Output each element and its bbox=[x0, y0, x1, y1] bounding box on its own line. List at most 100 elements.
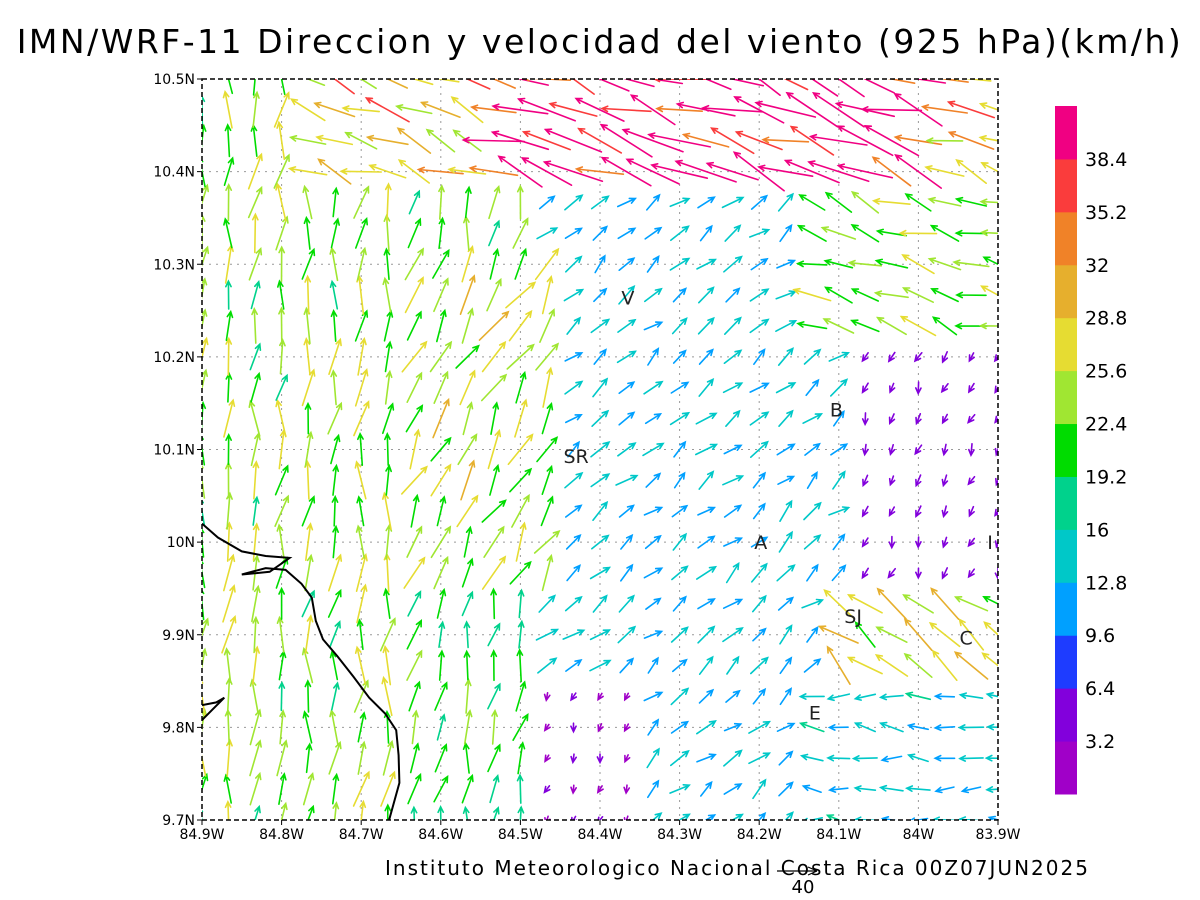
wind-arrow bbox=[696, 753, 717, 763]
lat-tick-label: 10.1N bbox=[153, 443, 195, 459]
wind-arrow bbox=[723, 349, 743, 364]
wind-arrow bbox=[618, 284, 636, 305]
wind-arrow bbox=[533, 529, 561, 554]
wind-arrow bbox=[407, 590, 422, 617]
wind-arrow bbox=[696, 258, 717, 270]
wind-arrow bbox=[438, 620, 446, 648]
wind-arrow bbox=[410, 493, 420, 528]
wind-arrow bbox=[967, 413, 976, 424]
wind-arrow bbox=[677, 813, 691, 820]
wind-arrow bbox=[332, 463, 340, 496]
wind-arrow bbox=[380, 770, 396, 807]
wind-arrow bbox=[384, 340, 393, 373]
wind-arrow bbox=[333, 79, 355, 95]
wind-arrow bbox=[565, 413, 583, 424]
colorbar-swatch bbox=[1055, 688, 1077, 742]
wind-arrow bbox=[861, 537, 869, 548]
wind-arrow bbox=[941, 567, 948, 580]
wind-arrow bbox=[570, 784, 577, 795]
wind-arrow bbox=[565, 533, 582, 550]
colorbar-label: 25.6 bbox=[1085, 361, 1127, 383]
reference-vector-head bbox=[807, 866, 818, 876]
colorbar-swatch bbox=[1055, 211, 1077, 266]
wind-arrow bbox=[646, 255, 660, 273]
wind-arrow bbox=[247, 185, 263, 219]
wind-arrow bbox=[623, 79, 655, 88]
wind-arrow bbox=[705, 161, 759, 181]
wind-arrow bbox=[777, 596, 795, 611]
wind-arrow bbox=[915, 505, 922, 519]
wind-arrow bbox=[590, 195, 610, 210]
wind-arrow bbox=[779, 499, 793, 522]
wind-arrow bbox=[355, 553, 368, 592]
wind-arrow bbox=[436, 587, 447, 619]
wind-arrow bbox=[589, 629, 612, 641]
wind-arrow bbox=[798, 194, 826, 211]
wind-arrow bbox=[543, 785, 551, 794]
wind-arrow bbox=[382, 739, 394, 776]
wind-arrow bbox=[671, 504, 689, 518]
wind-arrow bbox=[757, 164, 814, 177]
lon-tick-label: 84.5W bbox=[498, 827, 543, 843]
wind-arrow bbox=[543, 128, 603, 153]
wind-arrow bbox=[541, 464, 554, 495]
wind-arrow bbox=[464, 185, 472, 219]
wind-arrow bbox=[463, 649, 471, 681]
wind-arrow bbox=[673, 440, 687, 458]
wind-arrow bbox=[592, 225, 609, 241]
wind-arrow bbox=[221, 614, 237, 654]
wind-arrow bbox=[600, 105, 652, 113]
wind-arrow bbox=[979, 285, 998, 297]
wind-arrow bbox=[624, 754, 631, 764]
wind-arrow bbox=[958, 692, 984, 699]
wind-arrow bbox=[697, 598, 716, 610]
wind-arrow bbox=[278, 649, 287, 681]
wind-arrow bbox=[574, 97, 625, 122]
reference-vector: 40 bbox=[777, 866, 818, 898]
wind-arrow bbox=[643, 380, 664, 395]
wind-arrow bbox=[202, 336, 209, 361]
wind-arrow bbox=[940, 383, 949, 394]
wind-arrow bbox=[750, 257, 769, 271]
wind-arrow bbox=[862, 474, 869, 488]
wind-arrow bbox=[406, 619, 423, 650]
wind-arrow bbox=[775, 382, 797, 394]
wind-arrow bbox=[823, 589, 854, 619]
wind-arrow bbox=[275, 373, 288, 401]
wind-arrow bbox=[516, 184, 524, 220]
wind-arrow bbox=[302, 710, 313, 744]
colorbar-swatch bbox=[1055, 529, 1077, 583]
wind-arrow bbox=[616, 350, 637, 364]
wind-arrow bbox=[723, 255, 743, 273]
wind-arrow bbox=[803, 534, 822, 550]
wind-arrow bbox=[827, 786, 849, 793]
wind-arrow bbox=[493, 806, 500, 820]
wind-arrow bbox=[432, 397, 450, 439]
wind-arrow bbox=[406, 649, 423, 681]
wind-arrow bbox=[646, 747, 660, 769]
wind-arrow bbox=[955, 158, 987, 184]
place-label: SR bbox=[563, 446, 588, 468]
wind-arrow bbox=[853, 722, 876, 733]
lon-tick-label: 84.6W bbox=[418, 827, 463, 843]
wind-arrow bbox=[368, 164, 407, 179]
wind-arrow bbox=[887, 567, 896, 579]
wind-arrow bbox=[383, 552, 391, 593]
lat-tick-label: 10.2N bbox=[153, 350, 195, 366]
wind-arrow bbox=[383, 247, 391, 281]
wind-arrow bbox=[725, 287, 741, 303]
wind-arrow bbox=[450, 96, 484, 124]
wind-arrow bbox=[721, 196, 745, 209]
wind-arrow bbox=[830, 443, 849, 456]
wind-arrow bbox=[647, 79, 684, 85]
wind-arrow bbox=[752, 594, 767, 613]
wind-arrow bbox=[516, 79, 549, 86]
wind-arrow bbox=[356, 246, 367, 281]
wind-arrow bbox=[617, 442, 637, 457]
wind-arrow bbox=[861, 567, 869, 580]
wind-arrow bbox=[670, 225, 690, 242]
colorbar-label: 28.8 bbox=[1085, 308, 1127, 330]
place-labels: V SR B A I SJ C E bbox=[563, 288, 992, 725]
wind-arrow bbox=[645, 597, 662, 610]
place-label: E bbox=[809, 703, 821, 725]
